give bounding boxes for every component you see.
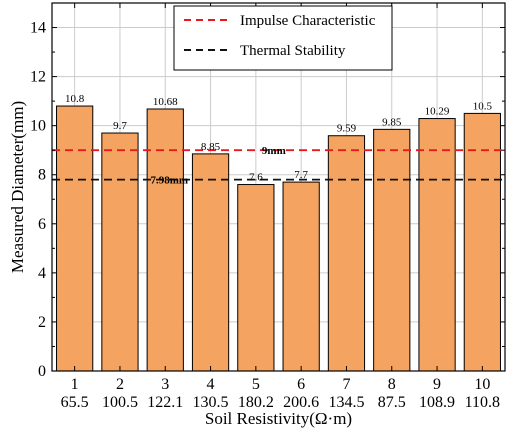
x-tick-label-resistivity: 87.5 bbox=[378, 394, 406, 411]
x-tick-label: 9 bbox=[433, 376, 441, 393]
x-tick-label: 8 bbox=[388, 376, 396, 393]
y-tick-label: 2 bbox=[38, 314, 46, 331]
x-tick-label-resistivity: 134.5 bbox=[328, 394, 364, 411]
bar bbox=[146, 108, 184, 372]
y-tick-label: 10 bbox=[30, 118, 46, 135]
x-tick-label-resistivity: 110.8 bbox=[465, 394, 500, 411]
reference-labels: 9mm 7.98mm bbox=[150, 145, 285, 186]
bar bbox=[373, 128, 411, 372]
x-tick-label-resistivity: 180.2 bbox=[238, 394, 274, 411]
x-tick-label: 1 bbox=[71, 376, 79, 393]
y-axis-title: Measured Diameter(mm) bbox=[8, 101, 27, 273]
x-tick-label: 4 bbox=[207, 376, 215, 393]
legend-label-impulse: Impulse Characteristic bbox=[240, 13, 376, 29]
x-tick-label: 5 bbox=[252, 376, 260, 393]
x-tick-label-resistivity: 65.5 bbox=[61, 394, 89, 411]
x-tick-label: 3 bbox=[161, 376, 169, 393]
legend-label-thermal: Thermal Stability bbox=[240, 43, 346, 59]
bar-value-label: 9.7 bbox=[113, 120, 127, 132]
plot-frame bbox=[51, 2, 506, 372]
x-tick-label: 6 bbox=[297, 376, 305, 393]
bar-value-label: 9.85 bbox=[382, 116, 402, 128]
bar-value-label: 10.8 bbox=[65, 93, 85, 105]
bar bbox=[463, 112, 501, 372]
bar bbox=[237, 184, 275, 372]
bars bbox=[56, 105, 501, 372]
x-tick-label-resistivity: 108.9 bbox=[419, 394, 455, 411]
bar-value-label: 10.68 bbox=[153, 96, 178, 108]
bar bbox=[418, 118, 456, 372]
x-tick-label: 2 bbox=[116, 376, 124, 393]
bar-value-label: 10.29 bbox=[425, 106, 450, 118]
x-tick-label: 10 bbox=[474, 376, 490, 393]
bar bbox=[327, 135, 366, 372]
bar bbox=[191, 153, 230, 372]
bar-labels: 10.8 9.7 10.68 8.85 7.6 7.7 9.59 9.85 10.29 10.5 bbox=[65, 93, 492, 184]
y-tick-label: 0 bbox=[38, 363, 46, 380]
reference-lines bbox=[52, 149, 505, 181]
bar-value-label: 7.7 bbox=[294, 169, 308, 181]
x-axis-title: Soil Resistivity(Ω·m) bbox=[205, 409, 352, 428]
x-tick-label-resistivity: 122.1 bbox=[147, 394, 183, 411]
bar-value-label: 10.5 bbox=[473, 100, 493, 112]
x-tick-label: 7 bbox=[342, 376, 350, 393]
bar-value-label: 7.6 bbox=[249, 172, 263, 184]
y-tick-label: 4 bbox=[38, 265, 46, 282]
bar bbox=[101, 132, 139, 372]
x-tick-label-resistivity: 100.5 bbox=[102, 394, 138, 411]
bar-value-label: 9.59 bbox=[337, 123, 357, 135]
bar bbox=[282, 181, 320, 372]
bar bbox=[56, 105, 94, 372]
y-tick-label: 8 bbox=[38, 167, 46, 184]
legend: Impulse Characteristic Thermal Stability bbox=[173, 5, 393, 71]
x-tick-label-resistivity: 200.6 bbox=[283, 394, 319, 411]
bar-value-label: 8.85 bbox=[201, 141, 221, 153]
reference-line-label: 9mm bbox=[262, 145, 286, 157]
legend-box bbox=[173, 5, 393, 71]
y-tick-label: 14 bbox=[30, 20, 46, 37]
x-tick-label-resistivity: 130.5 bbox=[193, 394, 229, 411]
axis-ticks: 02468101214165.52100.53122.14130.55180.2… bbox=[30, 3, 505, 411]
y-tick-label: 6 bbox=[38, 216, 46, 233]
reference-line-label: 7.98mm bbox=[150, 175, 188, 187]
y-tick-label: 12 bbox=[30, 69, 46, 86]
